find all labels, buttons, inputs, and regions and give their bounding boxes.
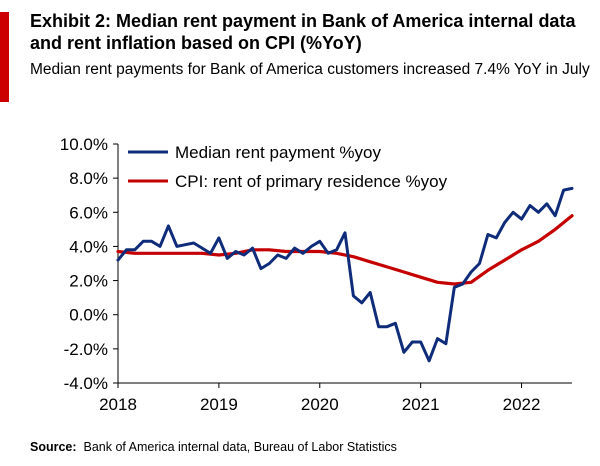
y-tick-label: -4.0%: [64, 374, 108, 393]
axes: 10.0% 8.0% 6.0% 4.0% 2.0% 0.0% -2.0% -4.0% 2018 2…: [60, 135, 572, 414]
source-note: Source: Bank of America internal data, B…: [30, 440, 397, 454]
accent-bar: [0, 12, 9, 102]
x-tick-label: 2020: [301, 395, 339, 414]
x-tick-label: 2018: [99, 395, 137, 414]
x-tick-label: 2019: [200, 395, 238, 414]
series-line-cpi-rent: [116, 214, 574, 286]
y-tick-label: 2.0%: [69, 272, 108, 291]
legend-label: Median rent payment %yoy: [175, 143, 381, 162]
y-tick-label: 8.0%: [69, 169, 108, 188]
chart-title: Exhibit 2: Median rent payment in Bank o…: [30, 11, 576, 53]
x-tick-label: 2022: [503, 395, 541, 414]
y-tick-label: 6.0%: [69, 203, 108, 222]
x-tick-label: 2021: [402, 395, 440, 414]
y-tick-label: -2.0%: [64, 340, 108, 359]
chart-subtitle: Median rent payments for Bank of America…: [30, 61, 590, 78]
legend-label: CPI: rent of primary residence %yoy: [175, 172, 448, 191]
y-tick-label: 10.0%: [60, 135, 108, 154]
source-text: Bank of America internal data, Bureau of…: [83, 440, 397, 454]
y-tick-label: 0.0%: [69, 306, 108, 325]
y-tick-label: 4.0%: [69, 237, 108, 256]
series-layer: [116, 186, 574, 363]
source-label: Source:: [30, 440, 77, 454]
series-line-median-rent: [116, 186, 574, 363]
line-chart: 10.0% 8.0% 6.0% 4.0% 2.0% 0.0% -2.0% -4.0% 2018 2…: [60, 135, 574, 414]
legend: Median rent payment %yoy CPI: rent of pri…: [128, 143, 448, 191]
